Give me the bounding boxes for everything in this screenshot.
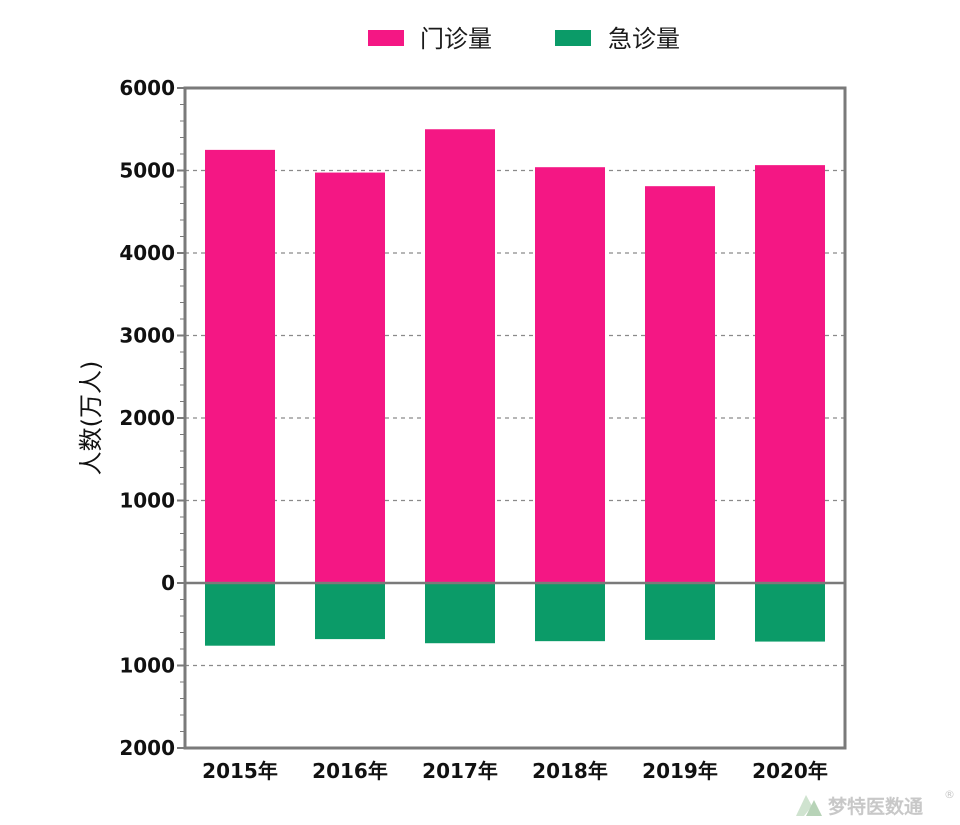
y-tick-label: 2000: [119, 736, 175, 760]
y-tick-label: 2000: [119, 406, 175, 430]
bar-emergency-2016年: [315, 583, 385, 640]
bar-emergency-2019年: [645, 583, 715, 640]
y-axis-label: 人数(万人): [77, 361, 105, 476]
y-tick-label: 3000: [119, 324, 175, 348]
bar-outpatient-2019年: [645, 186, 715, 584]
legend-swatch-outpatient: [368, 30, 404, 46]
x-tick-label: 2018年: [532, 759, 608, 783]
x-tick-label: 2020年: [752, 759, 828, 783]
y-tick-label: 1000: [119, 654, 175, 678]
x-tick-labels: 2015年 2016年 2017年 2018年 2019年 2020年: [202, 759, 828, 783]
y-tick-label: 1000: [119, 489, 175, 513]
bar-outpatient-2020年: [755, 165, 825, 583]
legend: 门诊量 急诊量: [368, 25, 680, 53]
bar-emergency-2017年: [425, 583, 495, 644]
bars: [205, 129, 825, 646]
bar-emergency-2018年: [535, 583, 605, 642]
y-tick-label: 4000: [119, 241, 175, 265]
watermark-registered-mark: ®: [944, 788, 955, 801]
y-tick-labels: 6000 5000 4000 3000 2000 1000 0 1000 2000: [119, 76, 175, 760]
x-tick-label: 2016年: [312, 759, 388, 783]
legend-swatch-emergency: [555, 30, 591, 46]
bar-outpatient-2015年: [205, 149, 275, 583]
y-tick-label: 0: [161, 571, 175, 595]
bar-outpatient-2017年: [425, 129, 495, 583]
bar-outpatient-2018年: [535, 167, 605, 583]
legend-label-outpatient: 门诊量: [420, 25, 492, 53]
bar-outpatient-2016年: [315, 172, 385, 583]
bar-emergency-2020年: [755, 583, 825, 642]
y-tick-label: 5000: [119, 159, 175, 183]
watermark-logo-icon: [796, 795, 822, 816]
x-tick-label: 2017年: [422, 759, 498, 783]
gridlines: [185, 169, 845, 667]
bar-emergency-2015年: [205, 583, 275, 646]
y-tick-label: 6000: [119, 76, 175, 100]
axes: [177, 86, 847, 750]
x-tick-label: 2015年: [202, 759, 278, 783]
watermark-text: 梦特医数通: [828, 795, 924, 818]
legend-label-emergency: 急诊量: [608, 25, 680, 53]
watermark: 梦特医数通 ®: [796, 788, 955, 818]
x-tick-label: 2019年: [642, 759, 718, 783]
